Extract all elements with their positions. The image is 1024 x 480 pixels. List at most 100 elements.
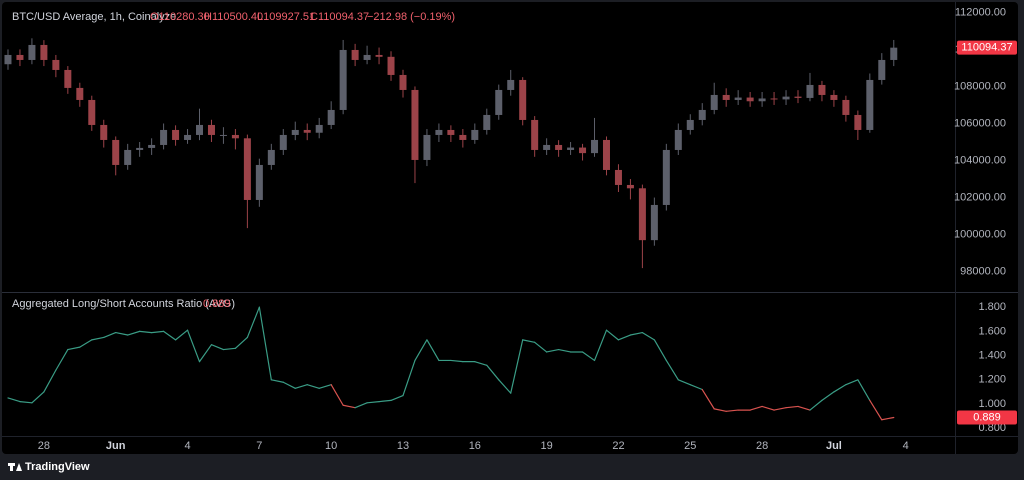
candle-body — [878, 59, 886, 80]
last-value-box — [957, 40, 1017, 55]
line-segment — [55, 348, 69, 371]
candle-body — [196, 124, 204, 135]
line-segment — [450, 359, 464, 363]
x-tick-label: 4 — [903, 440, 909, 452]
y-tick-label: 1.800 — [978, 301, 1006, 313]
line-segment — [306, 384, 320, 389]
line-segment — [234, 336, 248, 349]
line-segment — [246, 306, 260, 339]
candle-body — [614, 169, 622, 185]
candle-body — [483, 114, 491, 130]
candle-body — [794, 96, 802, 98]
candle-body — [148, 144, 156, 148]
indicator-value: 0.889 — [203, 298, 231, 310]
line-segment — [282, 381, 296, 389]
line-segment — [354, 402, 368, 409]
line-segment — [713, 408, 727, 412]
candle-body — [64, 69, 72, 88]
candle-body — [160, 129, 168, 145]
line-segment — [91, 336, 105, 341]
candle-body — [758, 98, 766, 102]
line-segment — [174, 329, 189, 341]
last-value-box — [957, 410, 1017, 425]
ohlc-low: L109927.51 — [257, 11, 315, 23]
line-segment — [67, 346, 81, 351]
candle-body — [638, 188, 646, 241]
line-segment — [31, 391, 45, 404]
last-value-label: 110094.37 — [961, 42, 1012, 54]
line-segment — [139, 330, 153, 334]
line-segment — [19, 401, 33, 404]
y-tick-label: 1.000 — [978, 398, 1006, 410]
line-segment — [498, 379, 512, 394]
candle-body — [770, 98, 778, 100]
candle-body — [40, 44, 48, 60]
line-segment — [43, 369, 57, 393]
candle-body — [76, 87, 84, 100]
candle-body — [579, 147, 587, 154]
candle-body — [124, 149, 132, 165]
candle-body — [722, 94, 730, 100]
line-segment — [390, 394, 404, 402]
x-tick-label: 10 — [325, 440, 337, 452]
candle-body — [219, 134, 227, 136]
candle-body — [602, 139, 610, 170]
candle-body — [519, 79, 527, 120]
x-tick-label: 28 — [38, 440, 50, 452]
y-tick-label: 98000.00 — [960, 266, 1006, 278]
y-tick-label: 1.400 — [978, 350, 1006, 362]
x-tick-label: 7 — [256, 440, 262, 452]
candle-body — [698, 109, 706, 120]
line-segment — [869, 399, 883, 421]
line-segment — [857, 379, 871, 402]
candle-body — [207, 124, 215, 135]
ohlc-high: H110500.40 — [204, 11, 263, 23]
line-segment — [7, 397, 21, 403]
candle-body — [291, 129, 299, 135]
candle-body — [447, 129, 455, 135]
candle-body — [626, 184, 634, 189]
x-tick-label: 16 — [469, 440, 481, 452]
candle-body — [112, 139, 120, 165]
line-segment — [330, 384, 344, 406]
candle-body — [471, 129, 479, 140]
line-segment — [797, 405, 811, 411]
line-segment — [522, 339, 536, 343]
candle-body — [231, 134, 239, 139]
line-segment — [210, 344, 225, 351]
line-segment — [593, 329, 608, 362]
line-segment — [414, 339, 428, 362]
line-segment — [378, 399, 392, 403]
candle-body — [495, 89, 503, 115]
last-value-label: 0.889 — [973, 411, 1001, 423]
candle-body — [507, 79, 515, 90]
ohlc-open: O110280.30 — [150, 11, 210, 23]
candle-body — [315, 124, 323, 133]
candle-body — [662, 149, 670, 205]
candle-body — [16, 54, 24, 60]
candle-body — [52, 59, 60, 70]
line-segment — [426, 339, 440, 362]
candle-body — [4, 54, 12, 65]
candle-body — [327, 109, 335, 125]
candle-body — [674, 129, 682, 150]
candle-body — [686, 119, 694, 130]
candle-body — [184, 134, 192, 140]
candle-body — [387, 56, 395, 75]
x-tick-label: 4 — [184, 440, 190, 452]
line-segment — [689, 384, 703, 391]
line-segment — [366, 401, 380, 404]
candle-body — [363, 54, 371, 60]
y-tick-label: 100000.00 — [954, 228, 1006, 240]
candle-body — [411, 89, 419, 160]
y-tick-label: 102000.00 — [954, 191, 1006, 203]
x-tick-label: 22 — [612, 440, 624, 452]
line-segment — [821, 391, 835, 402]
candle-body — [172, 129, 180, 140]
line-segment — [510, 339, 524, 394]
line-segment — [402, 359, 416, 397]
brand[interactable]: TradingView — [25, 461, 90, 473]
line-segment — [881, 416, 895, 421]
line-segment — [151, 330, 165, 334]
